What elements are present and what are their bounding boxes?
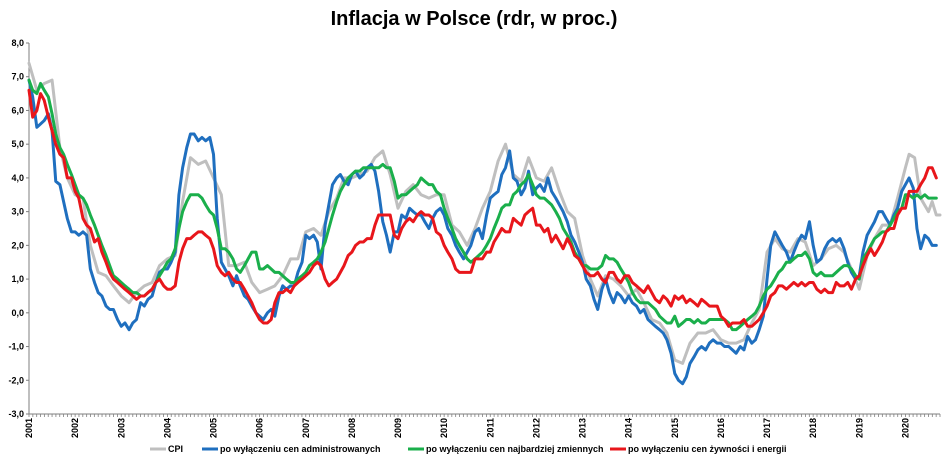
legend-item: po wyłączeniu cen administrowanych [202,444,381,454]
y-tick-label: 5,0 [11,139,24,149]
x-tick-label: 2019 [854,418,864,438]
y-tick-label: 6,0 [11,105,24,115]
x-tick-label: 2008 [347,418,357,438]
y-tick-label: 0,0 [11,308,24,318]
legend-label: CPI [168,444,183,454]
series-line-0 [27,61,942,365]
x-tick-label: 2011 [485,418,495,438]
x-tick-label: 2003 [116,418,126,438]
series-line-1 [27,78,938,386]
x-tick-label: 2018 [808,418,818,438]
y-tick-label: 4,0 [11,173,24,183]
x-tick-label: 2002 [70,418,80,438]
legend-label: po wyłączeniu cen administrowanych [220,444,381,454]
legend-item: po wyłączeniu cen najbardziej zmiennych [408,444,604,454]
legend-label: po wyłączeniu cen najbardziej zmiennych [426,444,604,454]
y-tick-label: 1,0 [11,274,24,284]
y-tick-label: -1,0 [8,342,24,352]
axes-layer [28,43,940,415]
legend: CPI po wyłączeniu cen administrowanych po … [150,444,787,454]
y-tick-label: 2,0 [11,240,24,250]
x-tick-label: 2017 [762,418,772,438]
y-tick-label: 3,0 [11,207,24,217]
x-tick-label: 2005 [209,418,219,438]
y-tick-label: -2,0 [8,375,24,385]
series-line-2 [27,78,938,332]
x-tick-label: 2013 [578,418,588,438]
legend-label: po wyłączeniu cen żywności i energii [628,444,787,454]
legend-item: CPI [150,444,183,454]
x-tick-label: 2010 [439,418,449,438]
y-tick-label: 8,0 [11,38,24,48]
legend-item: po wyłączeniu cen żywności i energii [610,444,787,454]
x-tick-label: 2006 [255,418,265,438]
x-tick-label: 2015 [670,418,680,438]
x-tick-label: 2004 [162,418,172,438]
series-layer [27,61,942,386]
x-tick-label: 2016 [716,418,726,438]
x-tick-label: 2014 [624,418,634,438]
x-tick-label: 2007 [301,418,311,438]
series-line-3 [27,88,938,328]
x-tick-label: 2009 [393,418,403,438]
x-tick-label: 2020 [900,418,910,438]
y-tick-label: -3,0 [8,409,24,419]
x-tick-label: 2012 [531,418,541,438]
chart-title: Inflacja w Polsce (rdr, w proc.) [331,8,618,30]
y-tick-label: 7,0 [11,72,24,82]
x-tick-label: 2001 [24,418,34,438]
ticks-layer: 8,07,06,05,04,03,02,01,00,0-1,0-2,0-3,02… [8,38,941,438]
